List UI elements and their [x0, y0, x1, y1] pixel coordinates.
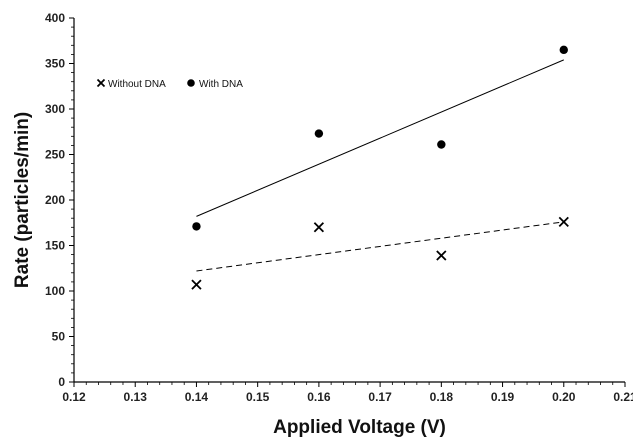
legend-label-without-dna: Without DNA — [108, 79, 166, 90]
data-point-with-dna — [559, 45, 568, 55]
y-tick-label: 350 — [45, 57, 65, 71]
x-tick-label: 0.16 — [307, 390, 331, 404]
y-tick-label: 300 — [45, 102, 65, 116]
data-point-without-dna — [191, 279, 202, 290]
x-tick-label: 0.14 — [185, 390, 209, 404]
ticks-layer: 0 50 100 150 200 250 300 350 400 0.12 0.13 0.14 0.15… — [45, 11, 633, 404]
trendline-with-dna — [196, 59, 564, 217]
x-axis-title: Applied Voltage (V) — [273, 417, 446, 438]
y-tick-label: 200 — [45, 193, 65, 207]
x-tick-label: 0.12 — [62, 390, 86, 404]
x-tick-label: 0.19 — [491, 390, 515, 404]
data-point-with-dna — [314, 129, 324, 138]
y-tick-label: 0 — [58, 375, 65, 389]
y-tick-label: 150 — [45, 239, 65, 253]
legend-marker-with-dna — [187, 79, 195, 87]
data-point-with-dna — [437, 140, 446, 149]
x-tick-label: 0.18 — [430, 390, 454, 404]
data-point-with-dna — [192, 222, 201, 231]
y-axis-title: Rate (particles/min) — [12, 112, 33, 288]
y-tick-label: 100 — [45, 284, 65, 298]
legend-dot-marker — [187, 79, 195, 87]
data-point-without-dna — [313, 222, 325, 233]
data-point-without-dna — [558, 216, 569, 227]
x-tick-label: 0.21 — [613, 390, 633, 404]
points-layer — [191, 45, 569, 290]
x-tick-label: 0.17 — [368, 390, 392, 404]
y-tick-label: 50 — [52, 330, 66, 344]
legend-label-with-dna: With DNA — [199, 79, 243, 90]
y-tick-label: 250 — [45, 148, 65, 162]
legend-marker-without-dna — [96, 78, 106, 88]
y-tick-label: 400 — [45, 11, 65, 25]
legend: Without DNA With DNA — [96, 78, 243, 90]
legend-x-marker — [96, 78, 106, 88]
x-tick-label: 0.13 — [124, 390, 148, 404]
x-tick-label: 0.20 — [552, 390, 576, 404]
axes-layer — [73, 18, 625, 383]
trendline-without-dna — [196, 221, 564, 272]
x-tick-label: 0.15 — [246, 390, 270, 404]
data-point-without-dna — [436, 250, 447, 261]
trendlines-layer — [196, 59, 564, 272]
